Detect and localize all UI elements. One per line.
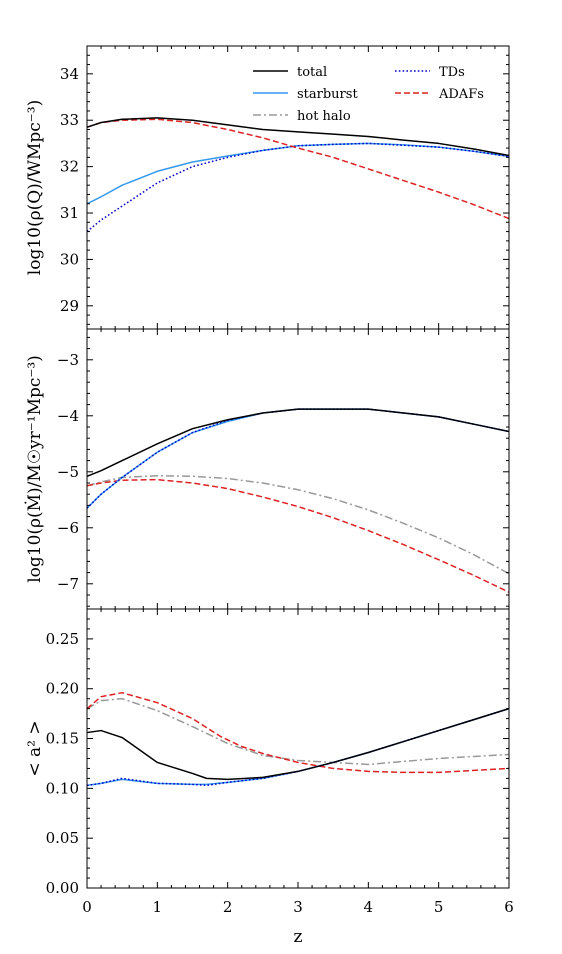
x-tick-label: 2 (223, 898, 233, 916)
y-axis-label-panel-3: < a² > (25, 720, 45, 776)
series-starburst-line (86, 408, 510, 509)
panel-2: −7 −6 −5 −4 −3 log10(ρ(Ṁ)/M☉yr⁻¹Mpc⁻³) (24, 328, 510, 610)
series-total-line (86, 408, 510, 477)
legend-label-tds: TDs (439, 65, 465, 80)
x-tick-label: 4 (364, 898, 374, 916)
series-tds-line (86, 142, 510, 233)
y-tick-label: −6 (57, 519, 79, 537)
y-tick-label: 0.05 (46, 829, 79, 847)
y-tick-label: 0.20 (46, 680, 79, 698)
series-adafs-line (86, 478, 510, 593)
y-axis-label-panel-2: log10(ρ(Ṁ)/M☉yr⁻¹Mpc⁻³) (24, 355, 45, 583)
y-tick-label: 34 (60, 65, 79, 83)
series-starburst-line (86, 707, 510, 787)
y-tick-label: −3 (57, 351, 79, 369)
y-tick-label: 0.25 (46, 630, 79, 648)
y-tick-label: −5 (57, 463, 79, 481)
legend: total starburst hot halo TDs ADAFs (253, 65, 484, 124)
series-adafs-line (86, 691, 510, 774)
y-tick-label: 0.10 (46, 779, 79, 797)
panel-3: 0.00 0.05 0.10 0.15 0.20 0.25 < a² > (25, 608, 510, 897)
y-tick-label: 30 (60, 250, 79, 268)
y-tick-label: 29 (60, 297, 79, 315)
y-tick-label: −4 (57, 407, 79, 425)
y-tick-label: 32 (60, 158, 79, 176)
panel-1: 29 30 31 32 33 34 log10(ρ(Q)/WMpc⁻³) (25, 45, 510, 330)
x-tick-label: 3 (293, 898, 303, 916)
plot-frame (86, 328, 510, 610)
series-hothalo-line (86, 697, 510, 766)
y-tick-label: 0.15 (46, 730, 79, 748)
legend-label-adafs: ADAFs (438, 87, 484, 102)
x-tick-label: 5 (434, 898, 444, 916)
legend-label-total: total (297, 65, 327, 80)
series-total-line (86, 707, 510, 781)
y-tick-label: −7 (57, 575, 79, 593)
y-tick-label: 31 (60, 204, 79, 222)
series-adafs-line (86, 118, 510, 220)
series-total-line (86, 117, 510, 157)
plot-frame (86, 608, 510, 889)
x-tick-label: 1 (153, 898, 163, 916)
series-tds-line (86, 408, 510, 509)
legend-label-hothalo: hot halo (297, 109, 351, 124)
x-tick-label: 6 (504, 898, 514, 916)
x-axis-label: z (294, 927, 303, 947)
y-axis-label-panel-1: log10(ρ(Q)/WMpc⁻³) (25, 100, 45, 275)
x-tick-label: 0 (82, 898, 92, 916)
series-tds-line (86, 707, 510, 787)
y-tick-label: 0.00 (46, 879, 79, 897)
y-tick-label: 33 (60, 111, 79, 129)
legend-label-starburst: starburst (297, 87, 358, 102)
series-hothalo-line (86, 474, 510, 575)
